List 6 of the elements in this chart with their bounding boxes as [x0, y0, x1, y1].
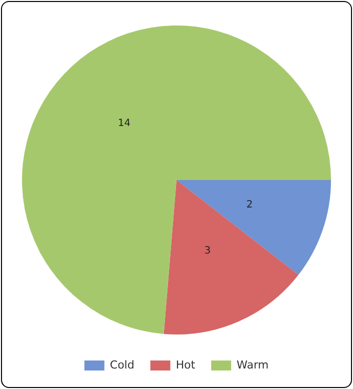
data-label: 2 — [246, 200, 253, 211]
legend-label: Hot — [176, 358, 196, 372]
legend-label: Warm — [236, 358, 269, 372]
data-label: 14 — [118, 118, 131, 129]
legend-label: Cold — [110, 358, 134, 372]
data-label: 3 — [204, 245, 211, 256]
